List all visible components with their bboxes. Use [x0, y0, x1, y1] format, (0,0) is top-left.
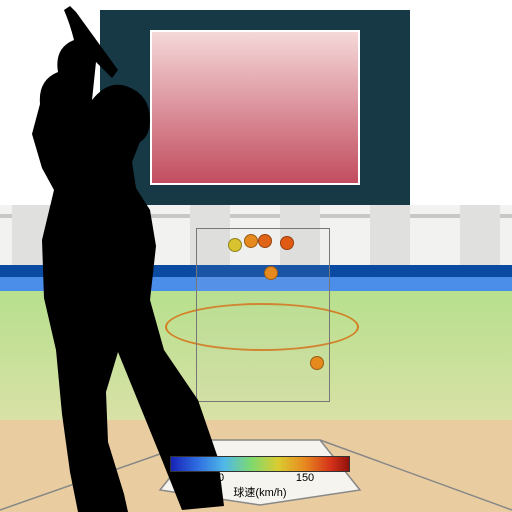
bleacher-column: [370, 205, 410, 265]
pitch-marker: [228, 238, 242, 252]
legend-tick-label: 100: [206, 472, 224, 484]
scoreboard-screen: [150, 30, 360, 185]
pitch-marker: [244, 234, 258, 248]
pitch-marker: [264, 266, 278, 280]
legend-tick-label: 150: [296, 472, 314, 484]
pitch-marker: [280, 236, 294, 250]
bleacher-column: [100, 205, 140, 265]
pitch-location-diagram: 100 150球速(km/h): [0, 0, 512, 512]
legend-axis-label: 球速(km/h): [170, 484, 350, 500]
bleacher-column: [460, 205, 500, 265]
legend-ticks: 100 150: [170, 472, 350, 486]
bleacher-column: [12, 205, 52, 265]
pitch-marker: [310, 356, 324, 370]
pitch-marker: [258, 234, 272, 248]
legend-gradient-bar: [170, 456, 350, 472]
strike-zone: [196, 228, 330, 402]
velocity-legend: 100 150球速(km/h): [170, 456, 350, 500]
bleachers-rail: [0, 214, 512, 218]
